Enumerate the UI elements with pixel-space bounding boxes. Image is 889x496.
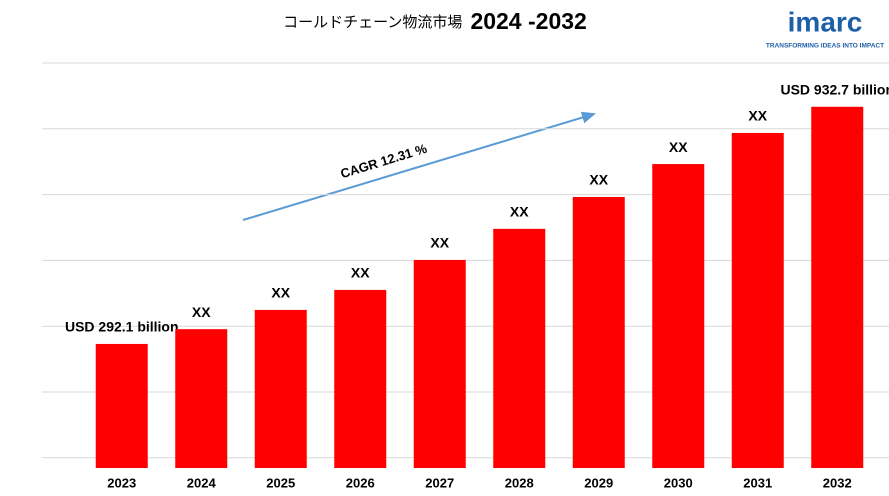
cagr-annotation: CAGR 12.31 % bbox=[339, 141, 429, 182]
logo-tagline: TRANSFORMING IDEAS INTO IMPACT bbox=[766, 43, 884, 50]
trend-arrow bbox=[242, 111, 596, 221]
title-text: コールドチェーン物流市場 bbox=[283, 14, 462, 31]
value-label: XX bbox=[430, 235, 449, 251]
value-label: XX bbox=[510, 204, 529, 220]
value-label: XX bbox=[271, 285, 290, 301]
logo-name: imarc bbox=[788, 6, 863, 37]
x-tick-label: 2025 bbox=[266, 475, 295, 490]
x-tick-label: 2024 bbox=[187, 475, 217, 490]
bar bbox=[95, 343, 148, 468]
value-label: XX bbox=[192, 304, 211, 320]
bar bbox=[254, 309, 307, 468]
x-tick-label: 2026 bbox=[346, 475, 375, 490]
x-tick-label: 2029 bbox=[584, 475, 613, 490]
title-years: 2024 -2032 bbox=[470, 8, 586, 34]
value-label: XX bbox=[589, 172, 608, 188]
x-tick-label: 2032 bbox=[823, 475, 852, 490]
x-tick-label: 2027 bbox=[425, 475, 454, 490]
bar bbox=[731, 132, 784, 468]
value-label: XX bbox=[748, 108, 767, 124]
chart-title: コールドチェーン物流市場 2024 -2032 bbox=[283, 8, 587, 34]
value-label: XX bbox=[669, 139, 688, 155]
x-tick-label: 2028 bbox=[505, 475, 534, 490]
value-label: USD 932.7 billion bbox=[780, 81, 889, 97]
x-tick-label: 2031 bbox=[743, 475, 772, 490]
bar bbox=[334, 289, 387, 468]
bar bbox=[572, 197, 625, 468]
bar bbox=[652, 164, 705, 469]
bar bbox=[493, 228, 546, 468]
x-tick-label: 2023 bbox=[107, 475, 136, 490]
bar bbox=[175, 329, 228, 468]
bar bbox=[413, 259, 466, 468]
value-label: XX bbox=[351, 265, 370, 281]
x-tick-label: 2030 bbox=[664, 475, 693, 490]
value-label: USD 292.1 billion bbox=[65, 319, 179, 335]
bar bbox=[811, 106, 864, 468]
